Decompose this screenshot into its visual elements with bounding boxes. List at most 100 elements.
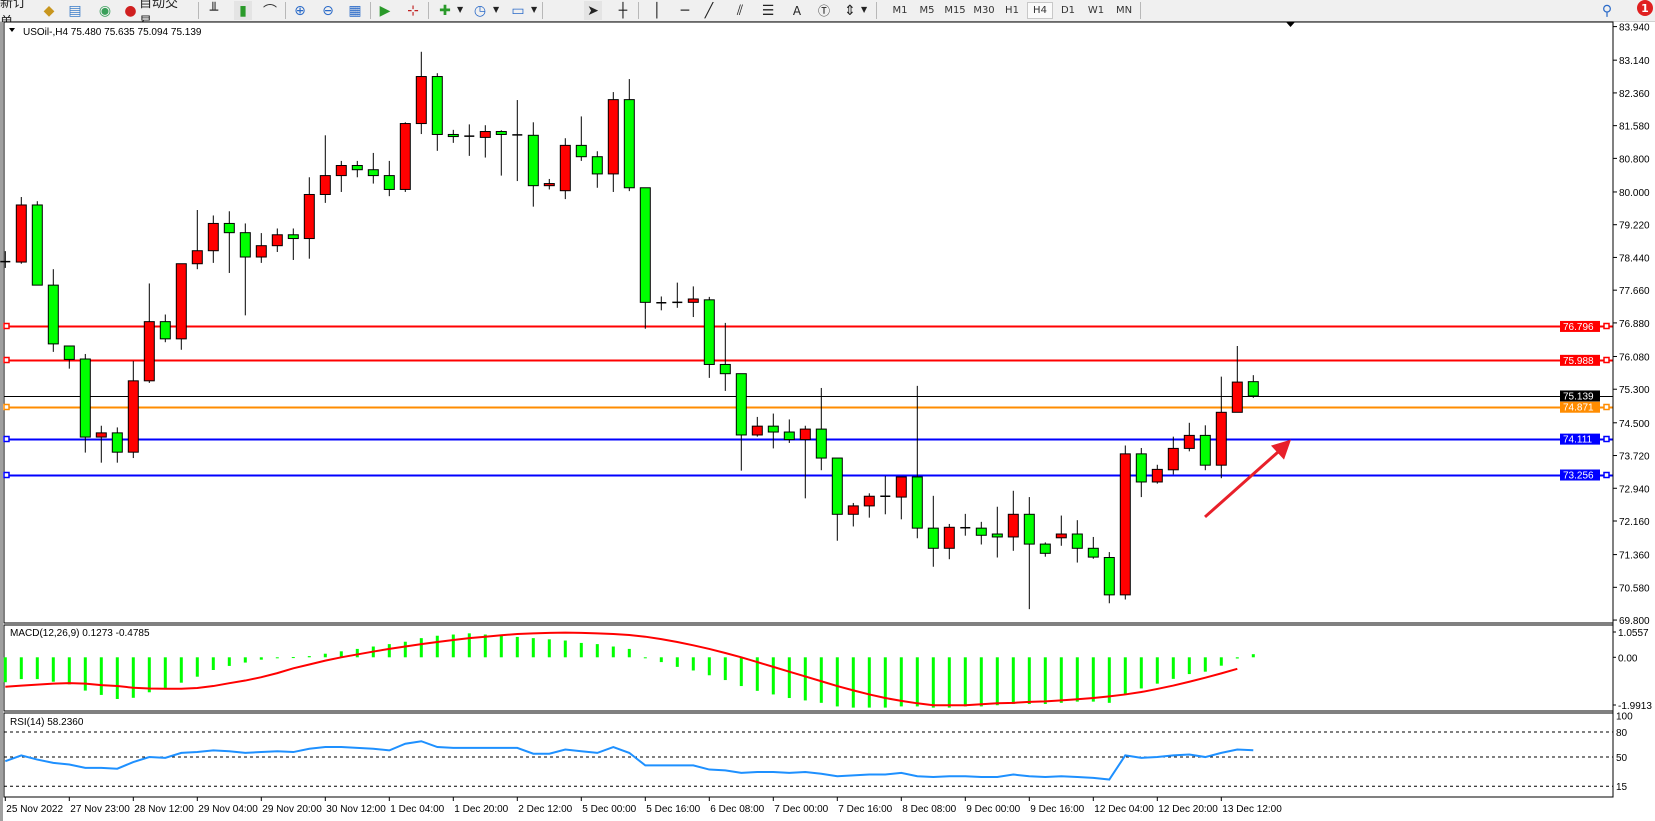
trendline-button[interactable]: ╱ xyxy=(700,1,718,20)
auto-scroll-button[interactable]: ▶ xyxy=(376,1,394,20)
cursor-button[interactable]: ➤ xyxy=(584,1,602,20)
fibonacci-icon: ☰ xyxy=(761,2,775,19)
bar-chart-button[interactable]: ╨ xyxy=(205,1,223,20)
candle-body xyxy=(383,175,395,190)
arrows-button[interactable]: ⇕ xyxy=(841,1,859,20)
macd-histogram-bar xyxy=(643,657,647,659)
timeframe-mn[interactable]: MN xyxy=(1115,5,1133,16)
candle-body xyxy=(15,204,27,263)
chart-menu-triangle-icon[interactable] xyxy=(9,28,15,32)
price-tick-label: 79.220 xyxy=(1619,221,1650,232)
timeframe-m15[interactable]: M15 xyxy=(944,5,966,16)
macd-histogram-bar xyxy=(531,638,535,658)
fibonacci-button[interactable]: ☰ xyxy=(759,1,777,20)
time-tick-label: 29 Nov 20:00 xyxy=(262,804,322,815)
equidistant-channel-button[interactable]: ⫽ xyxy=(731,1,749,20)
market-watch-button[interactable]: ◆ xyxy=(40,1,58,20)
candlestick-button[interactable]: ▮ xyxy=(234,1,252,20)
time-tick-label: 12 Dec 04:00 xyxy=(1094,804,1154,815)
candle xyxy=(591,151,603,188)
level-handle xyxy=(3,403,10,411)
candle xyxy=(383,160,395,197)
macd-histogram-bar xyxy=(19,657,23,680)
rsi-indicator xyxy=(4,731,1613,787)
candle-body xyxy=(287,234,299,240)
timeframe-h4[interactable]: H4 xyxy=(1027,2,1053,19)
timeframe-h1[interactable]: H1 xyxy=(1005,5,1019,16)
data-window-button[interactable]: ▤ xyxy=(66,1,84,20)
time-tick-label: 29 Nov 04:00 xyxy=(198,804,258,815)
timeframe-w1[interactable]: W1 xyxy=(1087,5,1105,16)
zoom-out-button[interactable]: ⊖ xyxy=(319,1,337,20)
candle xyxy=(159,314,171,343)
candle xyxy=(287,228,299,260)
arrows-dropdown-icon[interactable]: ▼ xyxy=(861,5,868,14)
rsi-axis-label: 80 xyxy=(1616,728,1628,739)
crosshair-button[interactable]: ┼ xyxy=(614,1,632,20)
tile-windows-button[interactable]: ▦ xyxy=(346,1,364,20)
candle-body xyxy=(863,495,875,507)
macd-histogram-bar xyxy=(1107,657,1111,703)
candle-body xyxy=(367,169,379,177)
candle-body xyxy=(1087,547,1099,558)
candle-body xyxy=(527,134,539,187)
text-button[interactable]: A xyxy=(788,1,806,20)
price-level-tag-label: 75.139 xyxy=(1563,391,1594,402)
navigator-button[interactable]: ◉ xyxy=(96,1,114,20)
annotation-arrow[interactable] xyxy=(1204,439,1291,519)
candle-body xyxy=(1167,447,1179,471)
candle xyxy=(927,495,939,567)
rsi-axis-label: 50 xyxy=(1616,753,1628,764)
timeframe-m30[interactable]: M30 xyxy=(973,5,995,16)
zoom-in-button[interactable]: ⊕ xyxy=(291,1,309,20)
candle-body xyxy=(943,526,955,549)
chart-shift-button[interactable]: ⊹ xyxy=(404,1,422,20)
candle-body xyxy=(975,527,987,536)
macd-histogram-bar xyxy=(595,644,599,658)
candle xyxy=(255,233,267,263)
time-tick-label: 7 Dec 16:00 xyxy=(838,804,892,815)
candle xyxy=(239,223,251,316)
templates-button[interactable]: ▭ xyxy=(509,1,527,20)
vertical-line-button[interactable]: │ xyxy=(648,1,666,20)
candle-body xyxy=(1151,468,1163,483)
price-tick-label: 78.440 xyxy=(1619,253,1650,264)
arrow-shaft xyxy=(1204,446,1284,519)
timeframe-m1[interactable]: M1 xyxy=(892,5,908,16)
horizontal-line-icon: ─ xyxy=(680,2,690,19)
candle-body xyxy=(639,187,651,303)
macd-histogram-bar xyxy=(307,656,311,658)
templates-dropdown-icon[interactable]: ▼ xyxy=(531,5,538,14)
tile-windows-icon: ▦ xyxy=(348,2,362,19)
text-label-button[interactable]: Ⓣ xyxy=(815,1,833,20)
candle xyxy=(975,521,987,545)
macd-histogram-bar xyxy=(819,657,823,703)
candle-body xyxy=(831,457,843,515)
periods-icon: ◷ xyxy=(473,2,487,19)
toolbar-divider xyxy=(285,2,286,19)
periods-button[interactable]: ◷ xyxy=(471,1,489,20)
periods-dropdown-icon[interactable]: ▼ xyxy=(493,5,500,14)
rsi-axis-label: 15 xyxy=(1616,782,1628,793)
candle-body xyxy=(127,380,139,453)
candle xyxy=(543,178,555,190)
notification-badge[interactable]: 1 xyxy=(1637,0,1653,16)
indicators-dropdown-icon[interactable]: ▼ xyxy=(457,5,464,14)
candle-body xyxy=(399,123,411,190)
candle-body xyxy=(991,533,1003,538)
search-button[interactable]: ⚲ xyxy=(1598,1,1616,20)
line-chart-button[interactable]: ⌒ xyxy=(261,1,279,20)
macd-histogram-bar xyxy=(739,657,743,687)
candle-body xyxy=(927,527,939,549)
indicators-button[interactable]: ✚ xyxy=(436,1,454,20)
macd-histogram-bar xyxy=(83,657,87,691)
candle xyxy=(63,345,75,369)
candle-body xyxy=(95,432,107,438)
candle-body xyxy=(607,99,619,175)
candle xyxy=(1183,422,1195,452)
candle xyxy=(1135,447,1147,498)
horizontal-line-button[interactable]: ─ xyxy=(676,1,694,20)
timeframe-m5[interactable]: M5 xyxy=(919,5,935,16)
timeframe-d1[interactable]: D1 xyxy=(1060,5,1076,16)
